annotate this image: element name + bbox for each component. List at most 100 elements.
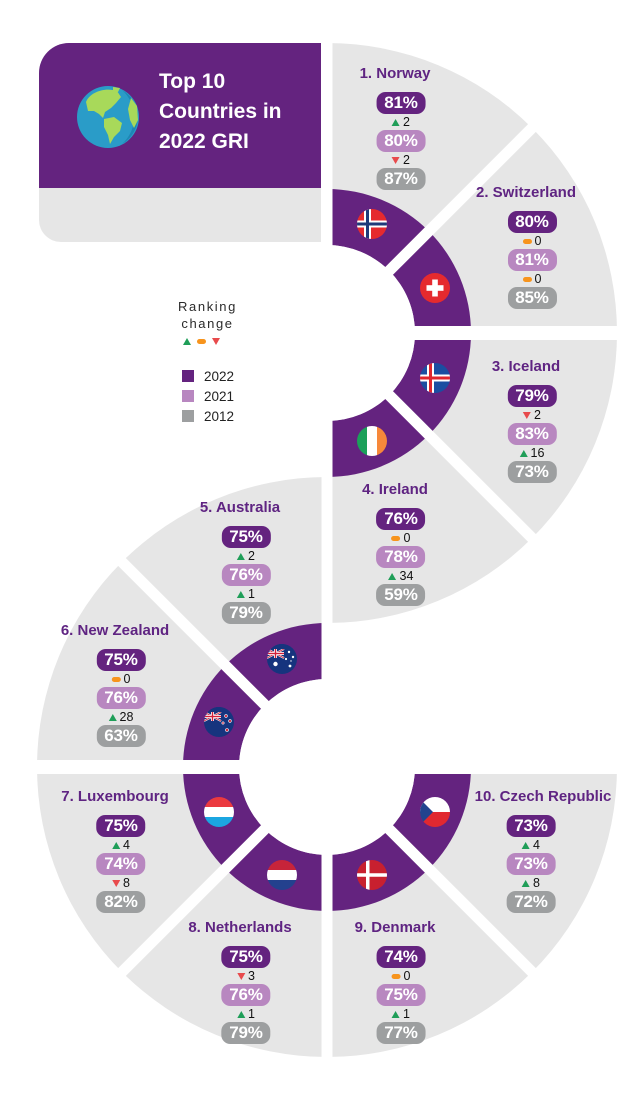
score-2022-badge: 80% [507, 211, 557, 233]
globe-icon [77, 86, 139, 148]
rank-change-value: 34 [399, 569, 414, 583]
rank-change-2021: 1 [237, 586, 255, 602]
country-card-luxembourg: 7. Luxembourg 75% 4 74% 8 82% [61, 788, 175, 913]
rank-change-2021: 28 [108, 709, 133, 725]
country-card-ireland: 4. Ireland 76% 0 78% 34 59% [362, 481, 434, 606]
score-2022-badge: 73% [506, 815, 556, 837]
rank-change-arrow-icon [523, 411, 532, 419]
score-2021-badge: 83% [507, 423, 557, 445]
rank-change-2022: 4 [522, 837, 540, 853]
ranking-change-label-2: change [181, 316, 234, 331]
rank-change-arrow-icon [237, 1010, 246, 1018]
rank-change-arrow-icon [112, 879, 121, 887]
netherlands-flag-icon [267, 860, 297, 890]
new-zealand-flag-icon [204, 707, 234, 737]
rank-change-value: 0 [403, 969, 411, 983]
country-card-australia: 5. Australia 75% 2 76% 1 79% [200, 499, 286, 624]
score-2022-badge: 75% [221, 526, 271, 548]
rank-change-2022: 0 [391, 530, 411, 546]
rank-change-2022: 0 [111, 671, 131, 687]
rank-change-arrow-icon [522, 841, 531, 849]
title-band: Top 10 Countries in 2022 GRI [39, 43, 321, 188]
score-2012-badge: 79% [221, 1022, 271, 1044]
rank-change-value: 0 [534, 234, 542, 248]
rank-change-arrow-icon [108, 713, 117, 721]
score-2022-badge: 79% [507, 385, 557, 407]
rank-change-value: 4 [123, 838, 130, 852]
score-2022-badge: 75% [96, 815, 146, 837]
score-2021-badge: 74% [96, 853, 146, 875]
rank-change-arrow-icon [237, 972, 246, 980]
score-2012-badge: 79% [221, 602, 271, 624]
rank-change-value: 1 [248, 587, 255, 601]
rank-change-value: 0 [123, 672, 131, 686]
country-title: 1. Norway [359, 65, 431, 82]
rank-change-2022: 2 [392, 114, 410, 130]
country-title: 5. Australia [199, 499, 281, 516]
rank-change-arrow-icon [112, 841, 121, 849]
rank-change-value: 1 [403, 1007, 410, 1021]
segment-gaps [20, 30, 630, 1070]
rank-change-value: 2 [403, 115, 410, 129]
denmark-flag-icon [357, 860, 387, 890]
score-2012-badge: 59% [376, 584, 426, 606]
rank-change-2021: 2 [392, 152, 410, 168]
country-title: 3. Iceland [491, 358, 561, 375]
norway-flag-icon [357, 209, 387, 239]
rank-change-arrow-icon [392, 156, 401, 164]
country-card-switzerland: 2. Switzerland 80% 0 81% 0 85% [476, 184, 582, 309]
rank-change-2022: 2 [523, 407, 541, 423]
legend-item-2022: 2022 [182, 366, 234, 386]
score-2021-badge: 78% [376, 546, 426, 568]
rank-change-value: 0 [403, 531, 411, 545]
rank-change-value: 2 [248, 549, 255, 563]
rank-change-value: 2 [403, 153, 410, 167]
page-title: Top 10 Countries in 2022 GRI [159, 67, 282, 157]
country-card-new-zealand: 6. New Zealand 75% 0 76% 28 63% [61, 622, 175, 747]
rank-down-icon [212, 337, 220, 345]
country-title: 2. Switzerland [475, 184, 577, 201]
rank-change-arrow-icon [391, 535, 401, 541]
legend-swatch-2021 [182, 390, 194, 402]
country-card-netherlands: 8. Netherlands 75% 3 76% 1 79% [188, 919, 297, 1044]
rank-change-2021: 16 [519, 445, 544, 461]
rank-change-arrow-icon [522, 238, 532, 244]
rank-change-value: 8 [123, 876, 130, 890]
rank-change-2022: 0 [522, 233, 542, 249]
rank-change-2021: 0 [522, 271, 542, 287]
rank-change-arrow-icon [391, 973, 401, 979]
score-2021-badge: 76% [96, 687, 146, 709]
rank-change-2022: 4 [112, 837, 130, 853]
score-2022-badge: 81% [376, 92, 426, 114]
country-title: 9. Denmark [354, 919, 436, 936]
rank-change-value: 1 [248, 1007, 255, 1021]
country-title: 4. Ireland [362, 481, 428, 498]
title-panel: Top 10 Countries in 2022 GRI [39, 43, 321, 242]
rank-change-2022: 0 [391, 968, 411, 984]
legend-label-2021: 2021 [204, 388, 235, 404]
rank-change-2022: 3 [237, 968, 255, 984]
score-2021-badge: 73% [506, 853, 556, 875]
rank-change-2021: 34 [388, 568, 414, 584]
rank-change-arrow-icon [237, 552, 246, 560]
title-line-1: Top 10 [159, 70, 226, 93]
legend-label-2012: 2012 [204, 408, 235, 424]
legend-swatch-2022 [182, 370, 194, 382]
country-title: 7. Luxembourg [61, 788, 169, 805]
country-title: 8. Netherlands [188, 919, 292, 936]
rank-change-arrow-icon [519, 449, 528, 457]
country-card-denmark: 9. Denmark 74% 0 75% 1 77% [355, 919, 442, 1044]
country-title: 6. New Zealand [60, 622, 170, 639]
australia-flag-icon [267, 644, 297, 674]
rank-change-value: 0 [534, 272, 542, 286]
score-2012-badge: 73% [507, 461, 557, 483]
rank-change-arrow-icon [237, 590, 246, 598]
czech-republic-flag-icon [420, 797, 450, 827]
rank-change-2021: 8 [112, 875, 130, 891]
iceland-flag-icon [420, 363, 450, 393]
rank-change-2022: 2 [237, 548, 255, 564]
score-2021-badge: 76% [221, 984, 271, 1006]
score-2022-badge: 74% [376, 946, 426, 968]
score-2021-badge: 75% [376, 984, 426, 1006]
